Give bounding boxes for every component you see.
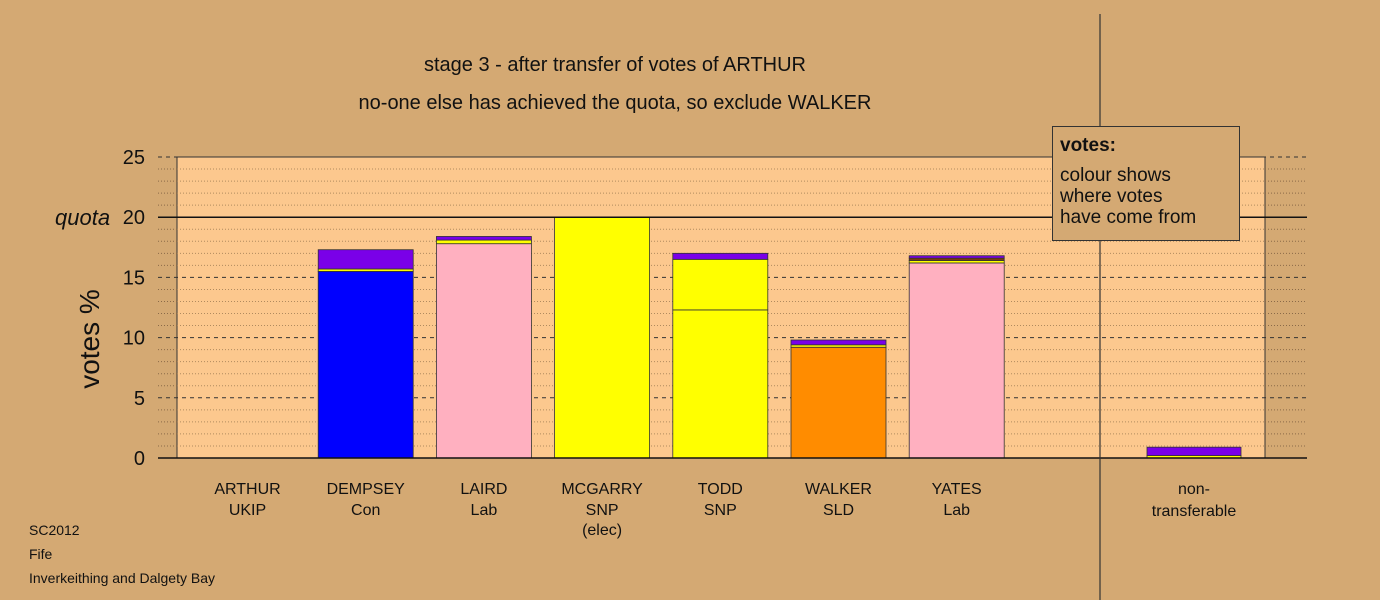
category-label: WALKER bbox=[805, 481, 872, 498]
legend: votes: colour shows where votes have com… bbox=[1052, 126, 1240, 241]
bar-segment bbox=[790, 339, 887, 346]
bar-segment bbox=[435, 243, 532, 459]
y-tick-label: 25 bbox=[123, 147, 145, 169]
footer-council: Fife bbox=[29, 546, 53, 562]
category-label: ARTHUR bbox=[214, 481, 280, 498]
bar-segment bbox=[672, 252, 769, 260]
category-party-label: SLD bbox=[823, 502, 854, 519]
category-party-label: SNP bbox=[586, 502, 619, 519]
bar-segment bbox=[317, 270, 414, 459]
legend-body: colour shows where votes have come from bbox=[1060, 165, 1197, 228]
bar-segment bbox=[317, 249, 414, 270]
category-label: LAIRD bbox=[460, 481, 507, 498]
nontransferable-label-2: transferable bbox=[1152, 503, 1237, 520]
chart-title: stage 3 - after transfer of votes of ART… bbox=[423, 54, 806, 76]
category-party-label: Lab bbox=[943, 502, 970, 519]
category-label: YATES bbox=[932, 481, 982, 498]
nontransferable-label: non- bbox=[1178, 481, 1210, 498]
footer-election: SC2012 bbox=[29, 522, 80, 538]
bar-segment bbox=[672, 309, 769, 459]
y-axis-label: votes % bbox=[74, 289, 105, 389]
y-tick-label: 20 bbox=[123, 207, 145, 229]
y-tick-label: 10 bbox=[123, 328, 145, 350]
category-party-label: UKIP bbox=[229, 502, 266, 519]
legend-title: votes: bbox=[1060, 135, 1116, 156]
bar-segment bbox=[908, 255, 1005, 259]
y-tick-label: 15 bbox=[123, 267, 145, 289]
category-label: MCGARRY bbox=[561, 481, 643, 498]
nontransferable-bar-segment bbox=[1146, 446, 1242, 456]
bar-segment bbox=[554, 216, 650, 459]
bar-segment bbox=[435, 239, 532, 245]
category-note-label: (elec) bbox=[582, 522, 622, 539]
category-label: DEMPSEY bbox=[327, 481, 406, 498]
category-party-label: Con bbox=[351, 502, 380, 519]
category-party-label: Lab bbox=[471, 502, 498, 519]
category-label: TODD bbox=[698, 481, 743, 498]
bar-segment bbox=[672, 258, 769, 311]
chart-subtitle: no-one else has achieved the quota, so e… bbox=[358, 92, 872, 114]
category-party-label: SNP bbox=[704, 502, 737, 519]
quota-label: quota bbox=[55, 205, 111, 230]
y-tick-label: 0 bbox=[134, 448, 145, 470]
bar-segment bbox=[908, 262, 1005, 459]
bar-segment bbox=[790, 346, 887, 459]
y-tick-label: 5 bbox=[134, 388, 145, 410]
footer-ward: Inverkeithing and Dalgety Bay bbox=[29, 570, 215, 586]
bar-segment bbox=[435, 236, 532, 241]
